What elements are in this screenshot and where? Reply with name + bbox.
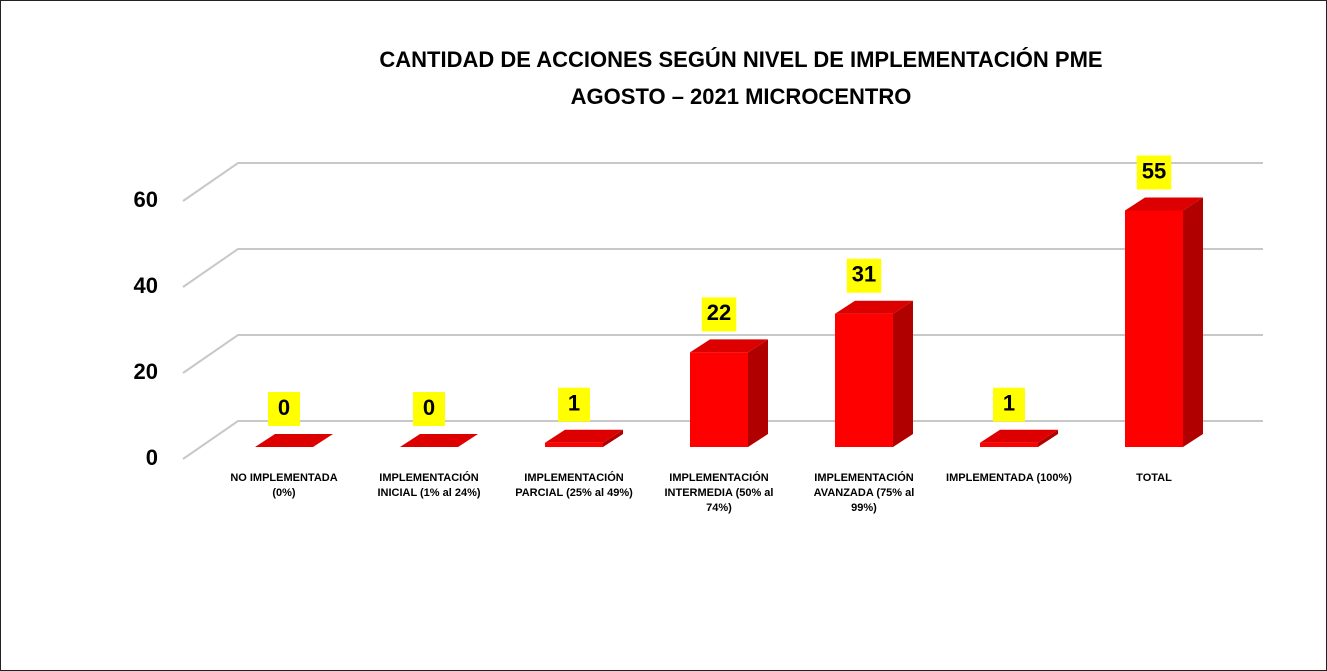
bar-side [748, 339, 768, 447]
x-tick-label: IMPLEMENTACIÓN INTERMEDIA (50% al 74%) [664, 472, 774, 514]
chart-title: CANTIDAD DE ACCIONES SEGÚN NIVEL DE IMPL… [379, 47, 1102, 72]
bar [980, 442, 1038, 447]
x-tick-label: TOTAL [1136, 472, 1172, 484]
value-label: 55 [1142, 158, 1166, 183]
bar-top [1125, 197, 1203, 211]
value-label: 31 [852, 262, 876, 287]
bar-side [1183, 197, 1203, 447]
value-label-bg [701, 297, 737, 332]
value-label-bg [1136, 155, 1172, 190]
grid-line [182, 334, 1263, 374]
bar-side [603, 429, 623, 447]
chart-title: AGOSTO – 2021 MICROCENTRO [571, 84, 912, 109]
x-tick-label: IMPLEMENTACIÓN INICIAL (1% al 24%) [377, 472, 481, 499]
grid-line [182, 162, 1263, 202]
y-tick-label: 60 [134, 187, 158, 212]
y-tick-label: 40 [134, 273, 158, 298]
value-label: 0 [278, 395, 290, 420]
x-tick-label: NO IMPLEMENTADA (0%) [230, 472, 338, 499]
x-tick-label: IMPLEMENTACIÓN PARCIAL (25% al 49%) [515, 472, 633, 499]
bar-top [400, 434, 478, 447]
value-label: 1 [568, 391, 580, 416]
bar [1125, 210, 1183, 447]
bar-side [1038, 429, 1058, 447]
value-label: 22 [707, 300, 731, 325]
bar-top [255, 434, 333, 447]
bar [545, 442, 603, 447]
bar [835, 313, 893, 447]
x-tick-label: IMPLEMENTADA (100%) [946, 472, 1072, 484]
grid-line [182, 420, 1263, 460]
value-label-bg [413, 392, 445, 426]
bar-top [835, 300, 913, 314]
value-label: 0 [423, 395, 435, 420]
y-tick-label: 0 [146, 445, 158, 470]
bar-top [980, 429, 1058, 443]
x-tick-label: IMPLEMENTACIÓN AVANZADA (75% al 99%) [813, 472, 915, 514]
value-label-bg [268, 392, 300, 426]
bar-top [545, 429, 623, 443]
bar [690, 352, 748, 447]
grid-line [182, 248, 1263, 288]
bar-top [690, 339, 768, 353]
value-label-bg [993, 387, 1025, 422]
value-label: 1 [1003, 391, 1015, 416]
value-label-bg [846, 258, 882, 293]
value-label-bg [558, 387, 590, 422]
y-tick-label: 20 [134, 359, 158, 384]
bar-side [893, 300, 913, 447]
